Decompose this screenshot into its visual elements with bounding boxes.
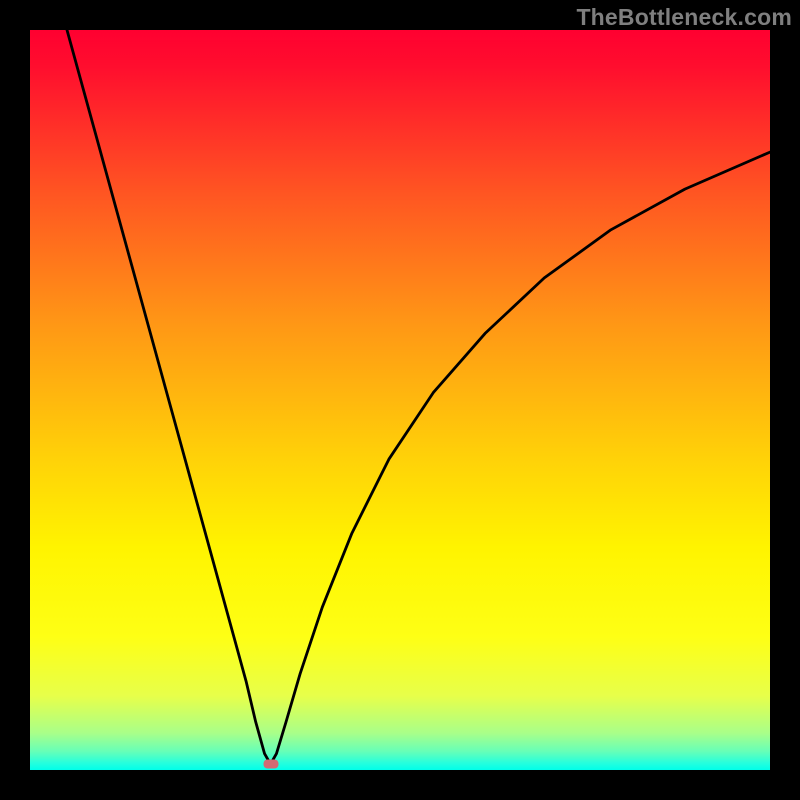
chart-svg <box>30 30 770 770</box>
plot-area <box>30 30 770 770</box>
minimum-marker <box>263 760 278 769</box>
watermark-text: TheBottleneck.com <box>576 4 792 31</box>
chart-frame: TheBottleneck.com <box>0 0 800 800</box>
curve-right-branch <box>271 152 771 764</box>
curve-left-branch <box>67 30 271 764</box>
